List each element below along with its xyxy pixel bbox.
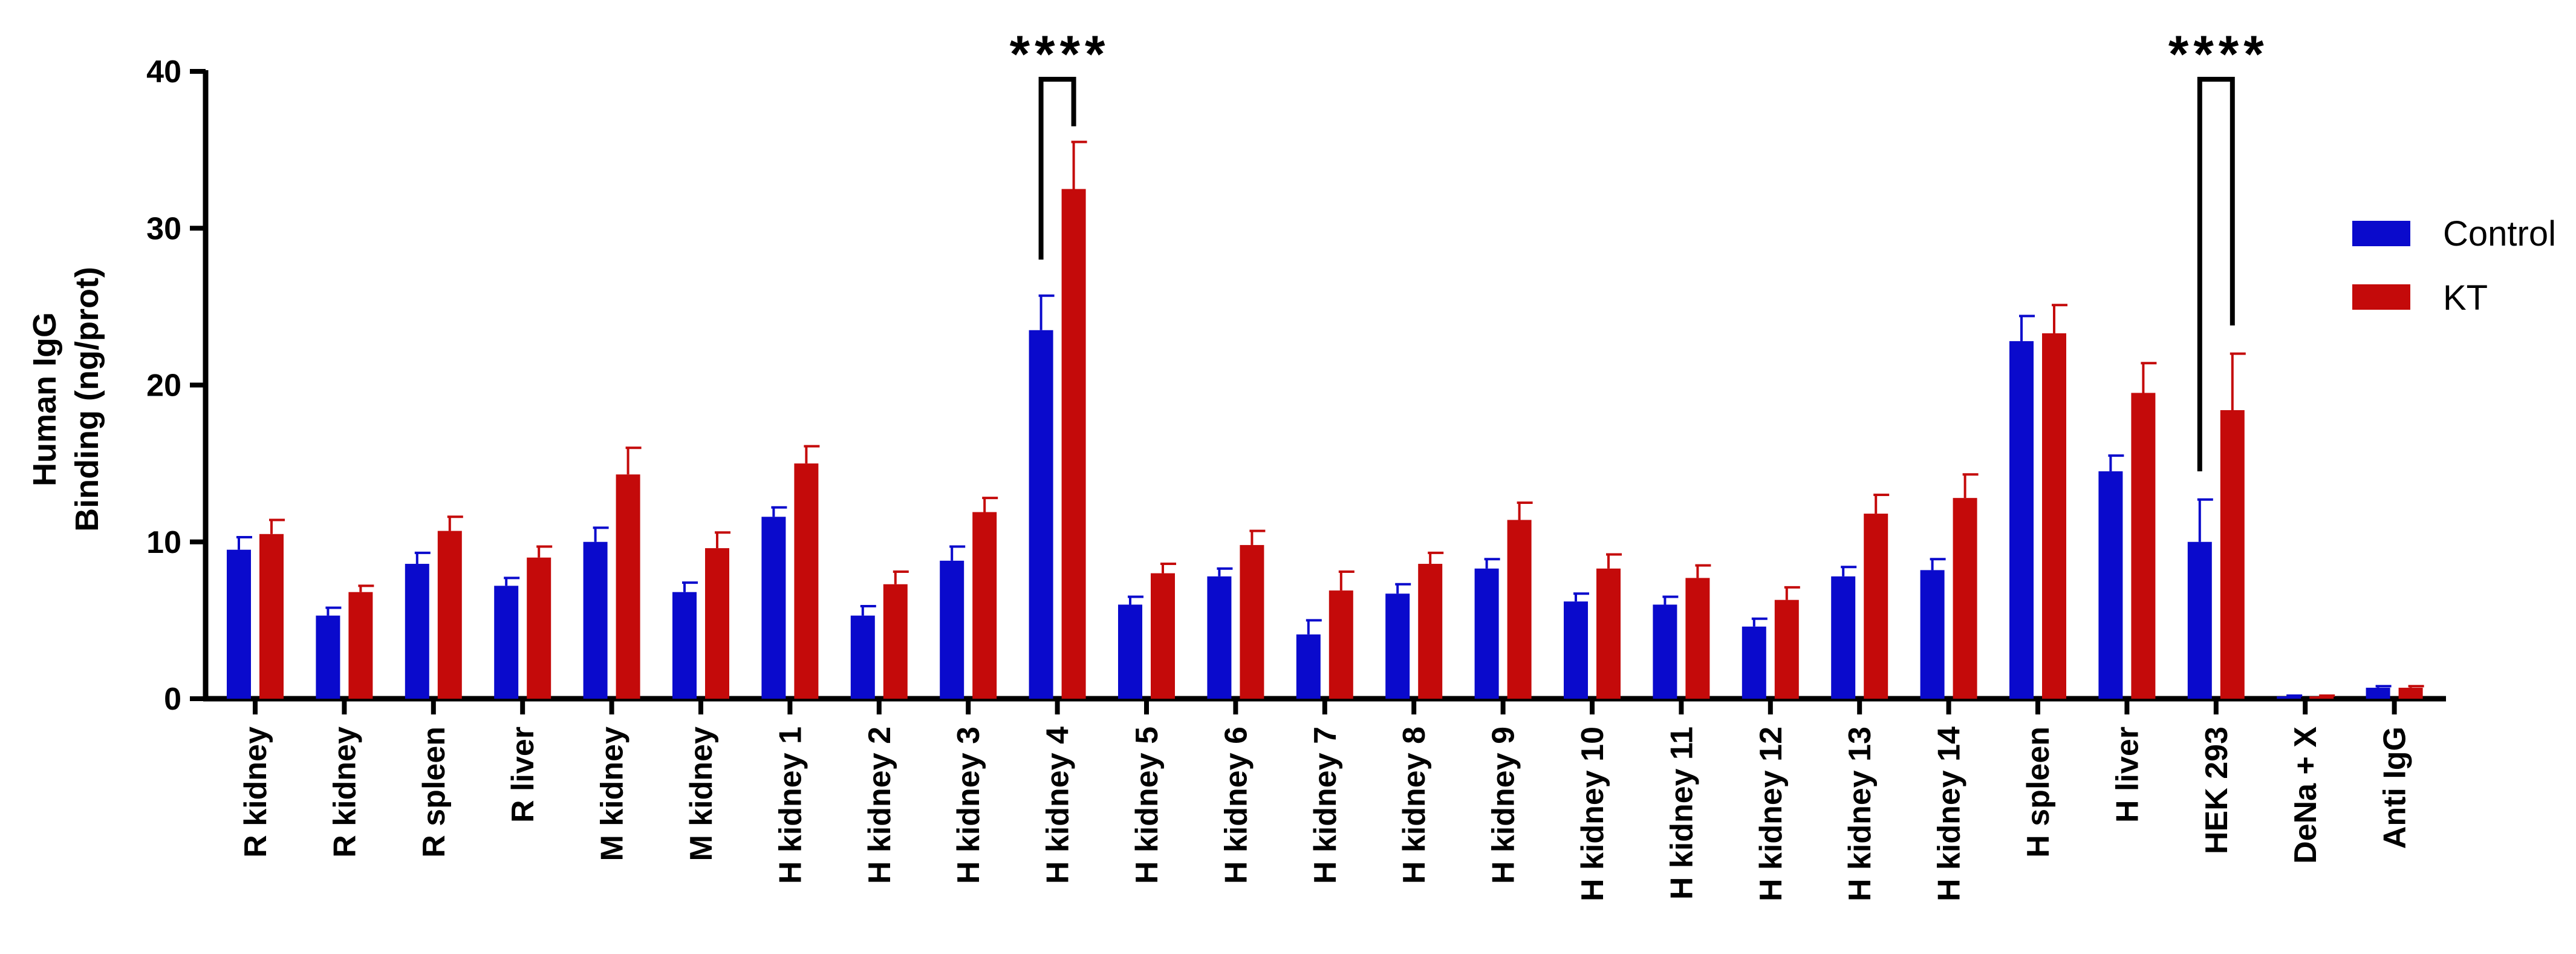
bar-control: [2009, 341, 2034, 699]
bar-kt: [1418, 564, 1443, 699]
x-tick-label: H kidney 10: [1575, 727, 1610, 901]
x-tick-labels: R kidney R kidney R spleen R liver M kidney M…: [238, 699, 2413, 901]
significance-bracket: [1038, 76, 1076, 260]
bar-kt: [794, 463, 819, 699]
y-tick-labels: 0 10 20 30 40: [146, 54, 206, 717]
y-axis-label-line-2: Binding (ng/prot): [69, 267, 105, 532]
bar-kt: [616, 474, 640, 699]
bar-control: [405, 564, 429, 699]
y-tick-label: 10: [146, 525, 181, 560]
bar-kt: [437, 531, 462, 699]
significance-label: ****: [1010, 25, 1110, 83]
bar-kt: [1685, 578, 1710, 699]
bar-kt: [1507, 520, 1532, 699]
x-tick-label: H kidney 8: [1397, 727, 1432, 884]
x-tick-label: H kidney 11: [1664, 727, 1699, 900]
bar-kt: [2220, 410, 2245, 699]
bar-control: [2277, 696, 2301, 699]
bar-kt: [972, 512, 997, 699]
error-bars: [236, 140, 2424, 697]
x-tick-label: H kidney 1: [773, 727, 808, 884]
y-tick-label: 0: [164, 682, 181, 717]
bar-kt: [883, 584, 908, 699]
bar-control: [1564, 601, 1588, 699]
bar-control: [1653, 604, 1677, 699]
significance-bracket: [2197, 76, 2235, 472]
bar-kt: [1774, 600, 1799, 699]
bar-control: [1474, 568, 1499, 699]
bar-control: [940, 560, 964, 699]
x-tick-label: R spleen: [417, 727, 452, 858]
legend: Control KT: [2352, 214, 2556, 318]
x-tick-label: M kidney: [595, 727, 630, 861]
bar-control: [1831, 576, 1856, 699]
bar-kt: [1596, 568, 1621, 699]
x-tick-label: R kidney: [327, 727, 362, 858]
significance-label: ****: [2168, 25, 2269, 83]
bar-control: [316, 615, 340, 699]
legend-label-control: Control: [2443, 214, 2556, 253]
bar-kt: [2398, 687, 2423, 699]
x-tick-label: H kidney 2: [862, 727, 897, 884]
legend-swatch-kt: [2352, 284, 2410, 310]
bar-control: [1385, 593, 1410, 699]
bar-control: [2366, 687, 2390, 699]
x-tick-label: H kidney 5: [1130, 727, 1165, 884]
bar-control: [850, 615, 875, 699]
legend-label-kt: KT: [2443, 278, 2488, 318]
legend-swatch-control: [2352, 221, 2410, 246]
bar-kt: [1864, 514, 1888, 699]
x-tick-label: R kidney: [238, 727, 273, 858]
bar-control: [1029, 330, 1053, 699]
x-tick-label: M kidney: [684, 727, 719, 861]
bar-kt: [1329, 590, 1353, 699]
bar-control: [1207, 576, 1232, 699]
bar-control: [1296, 634, 1321, 699]
bar-control: [1742, 626, 1766, 699]
bar-control: [2187, 541, 2212, 699]
bar-control: [494, 586, 519, 699]
bar-kt: [527, 557, 551, 699]
bar-kt: [705, 548, 729, 699]
bar-control: [227, 549, 251, 699]
x-tick-label: H kidney 13: [1843, 727, 1878, 901]
bar-kt: [2131, 393, 2156, 699]
x-tick-label: R liver: [506, 727, 541, 823]
y-tick-label: 30: [146, 211, 181, 246]
y-tick-label: 40: [146, 54, 181, 90]
bars: [227, 189, 2423, 699]
bar-control: [2098, 471, 2123, 699]
bar-kt: [1953, 498, 1977, 699]
x-tick-label: H liver: [2110, 727, 2145, 823]
bar-kt: [1151, 573, 1175, 699]
bar-kt: [2042, 333, 2066, 699]
x-tick-label: H kidney 3: [951, 727, 986, 884]
x-tick-label: H kidney 9: [1486, 727, 1521, 884]
bar-control: [1118, 604, 1142, 699]
bar-control: [583, 541, 608, 699]
x-tick-label: DeNa + X: [2288, 727, 2323, 864]
x-tick-label: H kidney 6: [1218, 727, 1254, 884]
bar-kt: [348, 592, 373, 699]
bar-kt: [2309, 696, 2334, 699]
bar-kt: [259, 534, 284, 699]
x-tick-label: Anti IgG: [2378, 727, 2413, 849]
y-tick-label: 20: [146, 368, 181, 403]
y-axis-label: Human IgG Binding (ng/prot): [27, 267, 105, 532]
x-tick-label: HEK 293: [2199, 727, 2234, 854]
bar-control: [761, 517, 786, 699]
bar-control: [672, 592, 697, 699]
bar-kt: [1061, 189, 1086, 699]
significance-annotations: **** ****: [1010, 25, 2269, 472]
x-tick-label: H kidney 4: [1041, 727, 1076, 884]
x-tick-label: H spleen: [2021, 727, 2056, 858]
x-tick-label: H kidney 12: [1754, 727, 1789, 901]
y-axis-label-line-1: Human IgG: [27, 312, 63, 486]
bar-control: [1920, 570, 1945, 699]
x-tick-label: H kidney 7: [1308, 727, 1343, 884]
x-tick-label: H kidney 14: [1932, 727, 1967, 901]
bar-kt: [1240, 544, 1264, 699]
